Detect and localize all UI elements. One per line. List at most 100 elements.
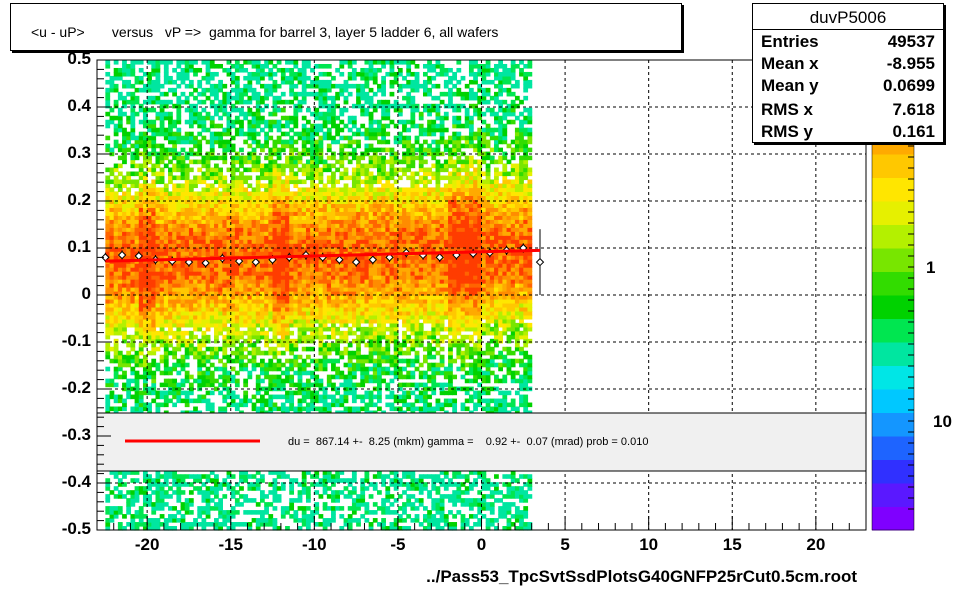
heatmap-cell — [184, 243, 190, 248]
heatmap-cell — [301, 179, 307, 185]
heatmap-cell — [301, 291, 307, 296]
heatmap-cell — [188, 346, 194, 352]
heatmap-cell — [326, 235, 332, 240]
heatmap-cell — [289, 402, 295, 408]
heatmap-cell — [301, 382, 307, 388]
heatmap-cell — [134, 203, 140, 208]
heatmap-cell — [117, 223, 123, 228]
heatmap-cell — [147, 267, 152, 272]
heatmap-cell — [226, 95, 232, 101]
heatmap-cell — [105, 314, 111, 320]
heatmap-cell — [331, 478, 336, 483]
heatmap-cell — [159, 231, 165, 236]
heatmap-cell — [134, 306, 140, 312]
heatmap-cell — [280, 470, 286, 475]
heatmap-cell — [259, 386, 265, 392]
heatmap-cell — [322, 279, 328, 284]
heatmap-cell — [193, 135, 198, 141]
heatmap-cell — [222, 99, 228, 105]
heatmap-cell — [113, 71, 119, 77]
heatmap-cell — [138, 398, 144, 404]
heatmap-cell — [168, 494, 173, 499]
heatmap-cell — [155, 83, 161, 89]
heatmap-cell — [172, 151, 178, 157]
heatmap-cell — [351, 291, 357, 296]
heatmap-cell — [268, 350, 274, 356]
heatmap-cell — [209, 291, 215, 296]
heatmap-cell — [297, 263, 303, 268]
heatmap-cell — [209, 183, 215, 189]
heatmap-cell — [318, 175, 324, 181]
heatmap-cell — [205, 310, 211, 316]
heatmap-cell — [351, 366, 357, 372]
heatmap-cell — [247, 482, 253, 487]
heatmap-cell — [239, 267, 244, 272]
heatmap-cell — [159, 235, 165, 240]
heatmap-cell — [301, 99, 307, 105]
heatmap-cell — [197, 143, 203, 149]
heatmap-cell — [109, 215, 115, 220]
heatmap-cell — [122, 191, 127, 197]
heatmap-cell — [259, 263, 265, 268]
heatmap-cell — [255, 111, 261, 117]
heatmap-cell — [243, 263, 249, 268]
heatmap-cell — [130, 354, 136, 360]
heatmap-cell — [276, 107, 282, 113]
heatmap-cell — [272, 322, 278, 328]
heatmap-cell — [151, 211, 157, 216]
heatmap-cell — [176, 195, 182, 201]
heatmap-cell — [176, 518, 182, 523]
heatmap-cell — [188, 386, 194, 392]
heatmap-cell — [218, 326, 223, 332]
heatmap-cell — [347, 199, 353, 204]
heatmap-cell — [230, 374, 236, 380]
heatmap-cell — [218, 366, 223, 372]
heatmap-cell — [331, 330, 336, 336]
heatmap-cell — [163, 522, 169, 527]
heatmap-cell — [335, 115, 341, 121]
heatmap-cell — [226, 326, 232, 332]
heatmap-cell — [326, 155, 332, 161]
heatmap-cell — [335, 370, 341, 376]
heatmap-cell — [172, 474, 178, 479]
heatmap-cell — [318, 139, 324, 145]
heatmap-cell — [168, 207, 173, 212]
heatmap-cell — [184, 99, 190, 105]
heatmap-cell — [126, 231, 132, 236]
heatmap-cell — [259, 518, 265, 523]
heatmap-cell — [343, 231, 349, 236]
heatmap-cell — [331, 103, 336, 109]
heatmap-cell — [243, 115, 249, 121]
heatmap-cell — [214, 287, 219, 292]
heatmap-cell — [205, 115, 211, 121]
heatmap-cell — [297, 243, 303, 248]
heatmap-cell — [239, 175, 244, 181]
heatmap-cell — [314, 91, 320, 97]
heatmap-cell — [122, 83, 127, 89]
heatmap-cell — [255, 470, 261, 475]
heatmap-cell — [205, 247, 211, 252]
heatmap-cell — [339, 147, 345, 153]
heatmap-cell — [113, 287, 119, 292]
heatmap-cell — [322, 187, 328, 193]
heatmap-cell — [113, 302, 119, 308]
heatmap-cell — [134, 295, 140, 300]
heatmap-cell — [255, 183, 261, 189]
heatmap-cell — [201, 271, 207, 276]
heatmap-cell — [264, 271, 269, 276]
heatmap-cell — [138, 402, 144, 408]
heatmap-cell — [272, 306, 278, 312]
heatmap-cell — [172, 271, 178, 276]
heatmap-cell — [151, 231, 157, 236]
heatmap-cell — [188, 91, 194, 97]
heatmap-cell — [322, 295, 328, 300]
heatmap-cell — [289, 302, 295, 308]
heatmap-cell — [151, 127, 157, 133]
heatmap-cell — [142, 107, 148, 113]
heatmap-cell — [322, 99, 328, 105]
heatmap-cell — [138, 131, 144, 137]
heatmap-cell — [326, 279, 332, 284]
heatmap-cell — [188, 255, 194, 260]
heatmap-cell — [264, 227, 269, 232]
heatmap-cell — [289, 223, 295, 228]
